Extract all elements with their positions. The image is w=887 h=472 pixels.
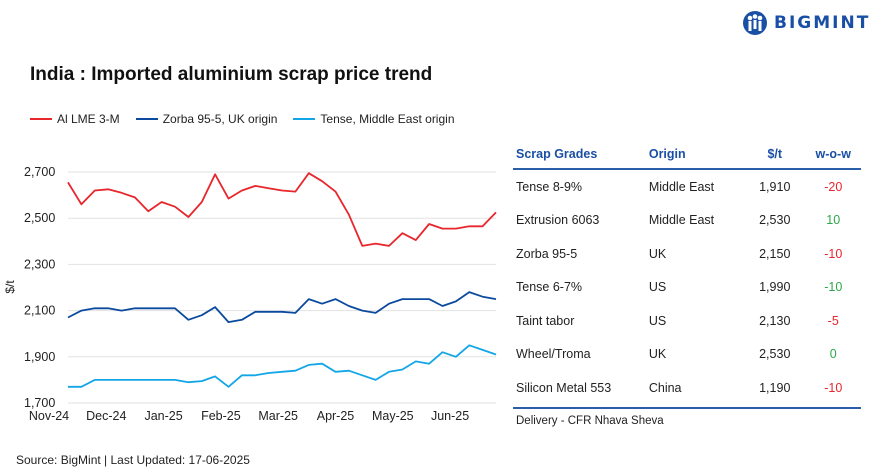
grade-cell: Extrusion 6063	[516, 213, 600, 228]
table-header: Scrap Grades Origin $/t w-o-w	[513, 140, 861, 170]
table-row: Tense 6-7% US 1,990 -10	[513, 271, 861, 305]
wow-cell: -5	[827, 313, 839, 328]
y-tick-label: 1,900	[24, 350, 55, 364]
chart-legend: Al LME 3-M Zorba 95-5, UK origin Tense, …	[30, 112, 455, 126]
y-tick-label: 2,500	[24, 211, 55, 225]
x-tick-label: Jun-25	[431, 409, 469, 423]
delivery-note: Delivery - CFR Nhava Sheva	[516, 414, 664, 427]
price-cell: 2,530	[759, 347, 791, 362]
table-row: Zorba 95-5 UK 2,150 -10	[513, 237, 861, 271]
origin-cell: US	[648, 280, 667, 295]
y-tick-label: 2,300	[24, 257, 55, 271]
header-origin: Origin	[648, 147, 686, 161]
wow-cell: 10	[826, 213, 841, 228]
table-row: Tense 8-9% Middle East 1,910 -20	[513, 170, 861, 204]
origin-cell: China	[648, 380, 682, 395]
origin-cell: Middle East	[648, 179, 715, 194]
x-tick-label: Jan-25	[144, 409, 182, 423]
y-tick-label: 1,700	[24, 396, 55, 410]
origin-cell: US	[648, 313, 667, 328]
grade-cell: Tense 8-9%	[516, 179, 583, 194]
header-price: $/t	[767, 147, 783, 161]
wow-cell: 0	[829, 347, 837, 362]
grade-cell: Taint tabor	[516, 313, 575, 328]
price-cell: 2,150	[759, 246, 791, 261]
chart-title: India : Imported aluminium scrap price t…	[30, 64, 433, 85]
origin-cell: UK	[648, 347, 667, 362]
wow-cell: -10	[824, 246, 843, 261]
legend-label: Zorba 95-5, UK origin	[162, 112, 278, 126]
legend-swatch	[30, 118, 52, 120]
bigmint-logo: BIGMINT	[742, 10, 870, 36]
header-wow: w-o-w	[815, 147, 851, 161]
series-line-2	[68, 344, 497, 388]
table-row: Taint tabor US 2,130 -5	[513, 304, 861, 338]
grade-cell: Wheel/Troma	[516, 347, 591, 362]
y-axis-label: $/t	[3, 280, 17, 294]
table-row: Silicon Metal 553 China 1,190 -10	[513, 371, 861, 405]
series-line-0	[67, 172, 497, 247]
grade-cell: Tense 6-7%	[516, 280, 583, 295]
y-tick-label: 2,100	[24, 304, 55, 318]
table-body: Tense 8-9% Middle East 1,910 -20 Extrusion 6…	[513, 170, 861, 409]
price-cell: 1,190	[759, 380, 791, 395]
legend-label: Al LME 3-M	[57, 112, 120, 126]
bigmint-logo-icon	[743, 11, 767, 35]
y-tick-label: 2,700	[24, 165, 55, 179]
x-tick-label: Apr-25	[317, 409, 355, 423]
legend-swatch	[293, 118, 316, 120]
legend-item-lme: Al LME 3-M	[30, 112, 120, 126]
price-cell: 1,990	[759, 280, 791, 295]
x-tick-label: Feb-25	[201, 409, 241, 423]
price-cell: 2,130	[759, 313, 791, 328]
wow-cell: -20	[824, 179, 843, 194]
legend-item-zorba: Zorba 95-5, UK origin	[135, 112, 278, 126]
grade-cell: Zorba 95-5	[516, 246, 578, 261]
header-grade: Scrap Grades	[516, 147, 598, 161]
table-row: Wheel/Troma UK 2,530 0	[513, 338, 861, 372]
scrap-price-table: Scrap Grades Origin $/t w-o-w Tense 8-9%…	[513, 140, 861, 427]
origin-cell: Middle East	[648, 213, 715, 228]
wow-cell: -10	[824, 280, 843, 295]
x-tick-label: Mar-25	[258, 409, 298, 423]
price-cell: 2,530	[759, 213, 791, 228]
legend-swatch	[135, 118, 158, 120]
price-cell: 1,910	[759, 179, 791, 194]
origin-cell: UK	[648, 246, 667, 261]
x-tick-label: Nov-24	[29, 409, 69, 423]
source-note: Source: BigMint | Last Updated: 17-06-20…	[16, 453, 250, 467]
brand-name: BIGMINT	[774, 13, 871, 33]
grade-cell: Silicon Metal 553	[516, 380, 612, 395]
legend-item-tense: Tense, Middle East origin	[293, 112, 455, 126]
x-tick-label: May-25	[372, 409, 414, 423]
legend-label: Tense, Middle East origin	[320, 112, 455, 126]
table-row: Extrusion 6063 Middle East 2,530 10	[513, 204, 861, 238]
series-line-1	[67, 291, 497, 324]
wow-cell: -10	[824, 380, 843, 395]
x-tick-label: Dec-24	[86, 409, 126, 423]
